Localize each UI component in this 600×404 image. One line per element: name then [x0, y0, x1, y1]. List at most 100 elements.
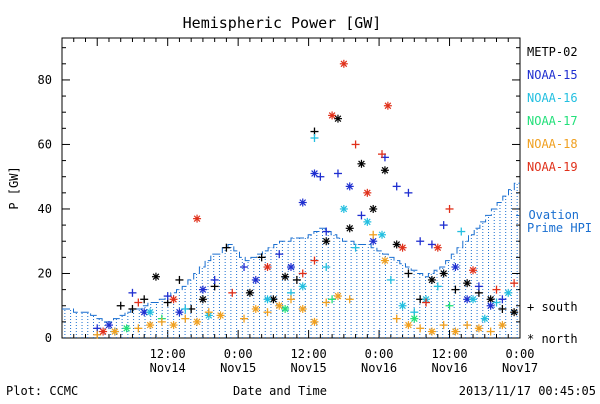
data-point	[498, 295, 507, 304]
data-point	[298, 282, 307, 291]
north-marker-d2	[410, 315, 418, 322]
data-point	[386, 275, 395, 284]
data-point	[298, 269, 307, 278]
north-marker-d2	[434, 244, 442, 252]
data-point	[198, 295, 207, 304]
data-point	[116, 301, 125, 310]
north-marker-d2	[299, 199, 307, 206]
data-point	[298, 304, 307, 313]
north-marker-d2	[322, 237, 330, 245]
x-tick-label-time: 12:00	[431, 347, 467, 361]
data-point	[287, 263, 295, 272]
data-point	[427, 240, 436, 249]
north-marker-d2	[499, 321, 506, 329]
north-marker-d2	[299, 283, 307, 290]
data-point	[469, 266, 478, 275]
x-tick-label-date: Nov15	[291, 361, 327, 375]
footer-timestamp: 2013/11/17 00:45:05	[459, 384, 596, 398]
data-point	[504, 288, 513, 297]
ovation-step-line	[62, 182, 520, 323]
north-marker-d2	[463, 295, 471, 303]
data-point	[398, 243, 407, 252]
north-marker-d2	[123, 324, 130, 332]
north-marker-d2	[346, 183, 354, 190]
data-point	[281, 272, 290, 281]
data-point	[228, 288, 237, 297]
north-marker-d2	[340, 205, 348, 213]
legend-south: + south	[527, 300, 578, 314]
data-point	[151, 272, 160, 281]
data-point	[328, 295, 337, 304]
data-point	[492, 298, 501, 307]
data-point	[198, 285, 207, 294]
data-point	[498, 321, 507, 330]
north-marker-d2	[275, 302, 283, 310]
data-point	[104, 321, 113, 330]
north-marker-d2	[111, 328, 119, 335]
data-point	[193, 317, 202, 326]
data-point	[263, 295, 272, 304]
north-marker-d2	[311, 318, 318, 326]
north-marker-d2	[469, 295, 477, 303]
series-noaa-19	[99, 59, 519, 336]
y-tick-label: 20	[38, 266, 52, 280]
data-point	[380, 166, 389, 175]
data-point	[93, 330, 102, 339]
legend-item: NOAA-18	[527, 137, 578, 151]
data-point	[310, 134, 319, 142]
data-point	[263, 308, 272, 317]
x-tick-label-date: Nov16	[361, 361, 397, 375]
data-point	[392, 314, 401, 323]
north-marker-d2	[469, 266, 477, 274]
data-point	[463, 279, 472, 288]
data-point	[163, 292, 172, 301]
legend-item: NOAA-19	[527, 160, 578, 174]
north-marker-d2	[481, 315, 489, 322]
data-point	[169, 321, 178, 330]
data-point	[339, 204, 348, 213]
north-marker-d2	[281, 305, 289, 313]
north-marker-d2	[170, 321, 177, 329]
data-point	[486, 327, 495, 336]
data-point	[416, 237, 425, 246]
data-point	[322, 298, 331, 307]
data-point	[263, 263, 272, 272]
y-tick-label: 80	[38, 73, 52, 87]
north-marker-d2	[152, 273, 160, 281]
data-point	[351, 140, 360, 149]
north-marker-d2	[399, 302, 406, 310]
data-point	[99, 327, 108, 336]
data-point	[257, 253, 266, 262]
data-point	[193, 214, 202, 223]
data-point	[404, 188, 413, 197]
data-point	[110, 327, 119, 336]
data-point	[416, 324, 425, 333]
data-point	[433, 282, 442, 291]
north-marker-d2	[393, 241, 401, 248]
y-axis-label: P [GW]	[7, 166, 21, 209]
series-noaa-17	[122, 295, 454, 333]
legend-ovation-line2: Prime HPI	[527, 221, 592, 235]
data-point	[345, 295, 354, 304]
data-point	[134, 324, 143, 333]
north-marker-d2	[487, 302, 494, 310]
north-marker-d2	[334, 292, 342, 300]
data-point	[363, 188, 372, 197]
data-point	[134, 298, 143, 307]
data-point	[439, 269, 448, 278]
data-point	[427, 327, 436, 336]
data-point	[128, 288, 137, 297]
north-marker-d2	[99, 328, 107, 335]
north-marker-d2	[264, 295, 271, 303]
data-point	[204, 308, 213, 317]
data-point	[169, 295, 178, 304]
data-point	[451, 263, 460, 272]
data-point	[433, 243, 442, 252]
data-point	[222, 243, 231, 252]
y-tick-label: 60	[38, 137, 52, 151]
north-marker-d2	[193, 318, 201, 326]
data-point	[345, 224, 354, 233]
data-point	[240, 314, 249, 323]
data-point	[457, 227, 466, 236]
